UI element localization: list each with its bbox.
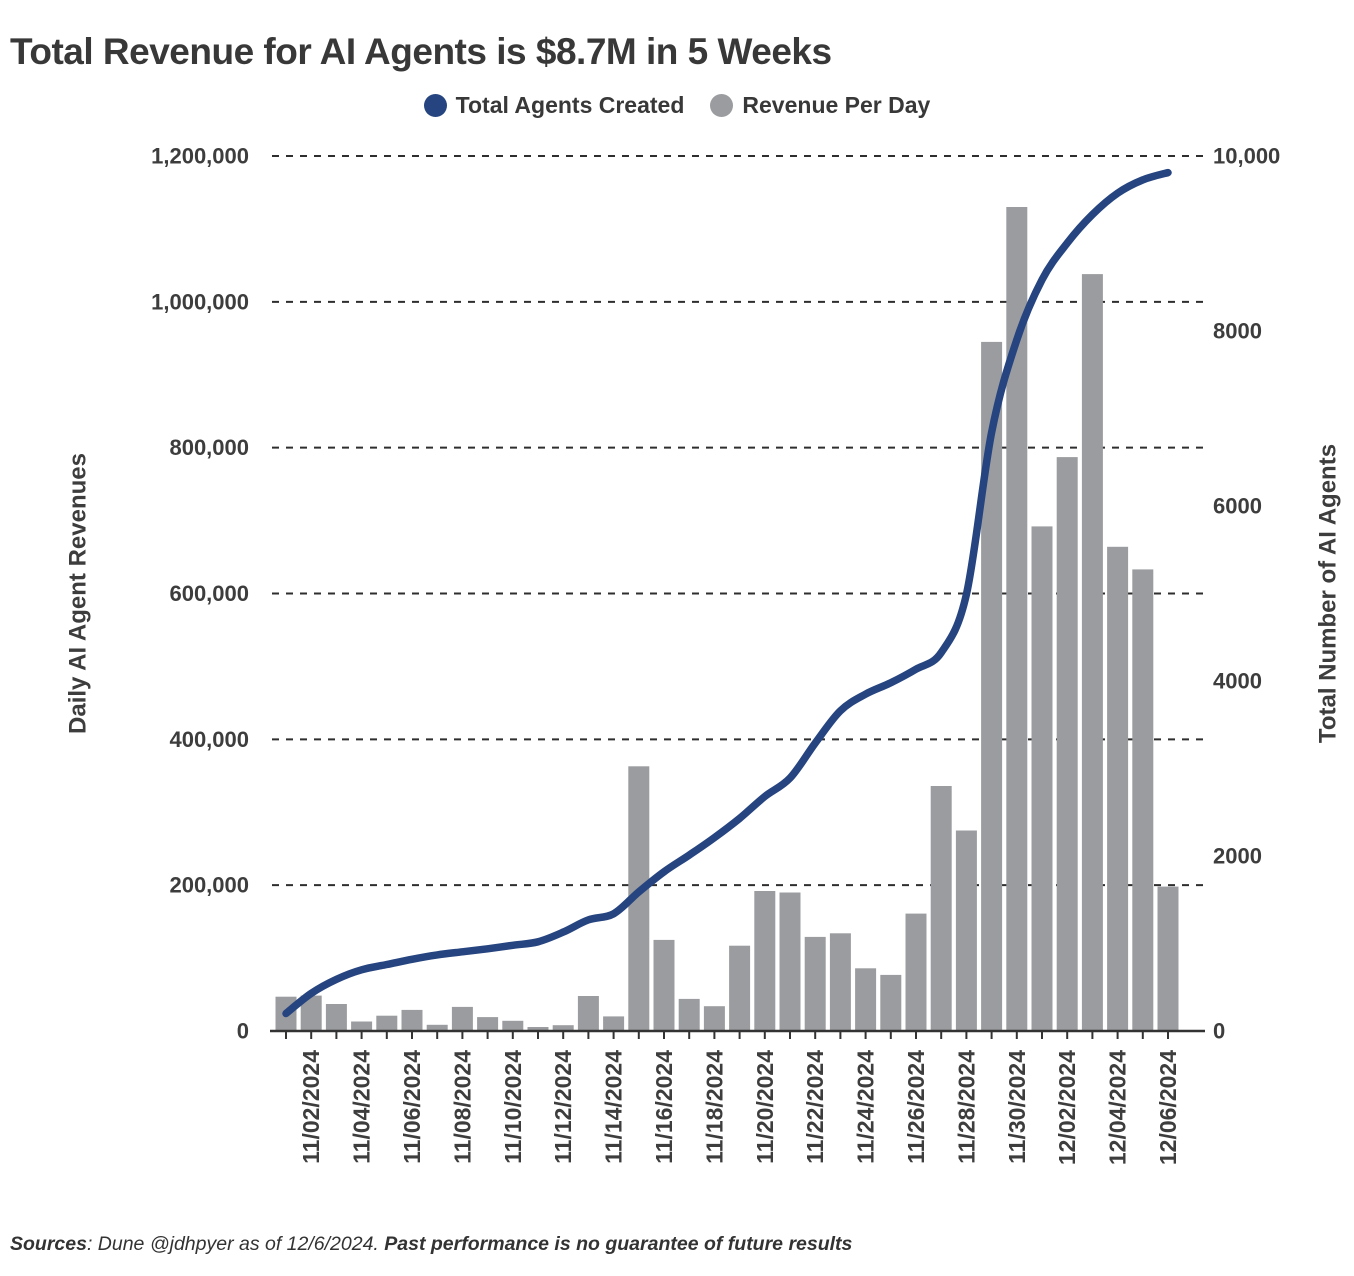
x-axis-tick-label: 11/22/2024 [802,1050,828,1164]
bar [325,1004,347,1031]
source-note: Sources: Dune @jdhpyer as of 12/6/2024. … [10,1233,852,1256]
bar [426,1024,448,1031]
x-axis-tick-label: 11/26/2024 [903,1050,929,1164]
total-agents-line [282,168,1172,1018]
bar [1132,569,1154,1031]
bar [779,892,801,1031]
y-axis-left-tick-label: 0 [237,1019,249,1044]
bar [855,968,877,1031]
x-axis-tick-label: 11/20/2024 [752,1050,778,1164]
x-axis-tick-label: 11/12/2024 [550,1050,576,1164]
x-axis-tick-label: 12/06/2024 [1155,1050,1181,1165]
legend-item-total-agents[interactable]: Total Agents Created [423,92,685,119]
bar [1031,526,1053,1031]
x-axis-tick-label: 11/02/2024 [298,1050,324,1164]
x-axis-tick-label: 12/02/2024 [1054,1050,1080,1165]
x-axis-tick-label: 11/30/2024 [1004,1050,1030,1164]
bar [653,939,675,1031]
x-axis-tick-label: 11/08/2024 [449,1050,475,1164]
bar [880,974,902,1031]
y-axis-right-title: Total Number of AI Agents [1315,444,1342,743]
bar [351,1021,373,1031]
bar [905,913,927,1031]
legend-item-revenue-per-day[interactable]: Revenue Per Day [710,92,930,119]
bar [577,996,599,1031]
y-axis-left-tick-label: 1,200,000 [151,144,249,169]
bar [754,891,776,1031]
bar [401,1009,423,1031]
bar [678,998,700,1031]
x-axis-tick-label: 12/04/2024 [1105,1050,1131,1165]
x-axis-tick-label: 11/04/2024 [349,1050,375,1164]
bar [703,1006,725,1031]
bar [1107,546,1129,1031]
y-axis-right-tick-label: 10,000 [1213,144,1280,169]
y-axis-right-tick-label: 6000 [1213,494,1262,519]
x-axis-tick-label: 11/24/2024 [853,1050,879,1164]
legend-label: Total Agents Created [455,92,685,118]
y-axis-right-tick-label: 0 [1213,1019,1225,1044]
bar [376,1015,398,1031]
legend-circle-icon [710,94,734,117]
bar [804,936,826,1031]
bar [829,933,851,1031]
x-axis-tick-label: 11/14/2024 [601,1050,627,1164]
legend-label: Revenue Per Day [742,92,931,118]
bar [502,1020,524,1031]
sources-label: Sources [10,1233,87,1255]
disclaimer-text: Past performance is no guarantee of futu… [384,1233,853,1255]
y-axis-left-tick-label: 1,000,000 [151,289,249,314]
legend-circle-icon [423,94,447,117]
y-axis-left-tick-label: 400,000 [169,727,249,752]
y-axis-left-tick-label: 800,000 [169,435,249,460]
bar [1006,207,1028,1031]
bar [300,995,322,1031]
x-axis-tick-label: 11/16/2024 [651,1050,677,1164]
chart-legend: Total Agents Created Revenue Per Day [0,92,1354,119]
y-axis-left-title: Daily AI Agent Revenues [65,453,92,734]
bar [527,1027,549,1031]
bar [451,1006,473,1031]
x-axis-tick-label: 11/18/2024 [701,1050,727,1164]
bar [477,1017,499,1031]
bar [955,830,977,1031]
page-title: Total Revenue for AI Agents is $8.7M in … [10,30,832,72]
x-axis-tick-label: 11/28/2024 [953,1050,979,1164]
bar [628,766,650,1031]
bar [729,945,751,1031]
x-axis-tick-label: 11/10/2024 [500,1050,526,1164]
x-axis-tick-label: 11/06/2024 [399,1050,425,1164]
y-axis-right-tick-label: 2000 [1213,844,1262,869]
y-axis-right-tick-label: 8000 [1213,319,1262,344]
bar [1081,274,1103,1032]
bar [981,341,1003,1031]
y-axis-left-tick-label: 200,000 [169,873,249,898]
bar [552,1025,574,1031]
bar [930,786,952,1031]
bar [1157,886,1179,1031]
y-axis-right-tick-label: 4000 [1213,669,1262,694]
bar [603,1016,625,1031]
sources-text: : Dune @jdhpyer as of 12/6/2024. [86,1233,385,1255]
y-axis-left-tick-label: 600,000 [169,581,249,606]
bar [1056,457,1078,1032]
